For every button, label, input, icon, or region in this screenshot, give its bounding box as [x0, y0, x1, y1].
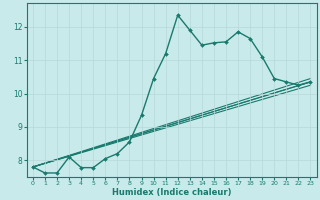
X-axis label: Humidex (Indice chaleur): Humidex (Indice chaleur) — [112, 188, 231, 197]
